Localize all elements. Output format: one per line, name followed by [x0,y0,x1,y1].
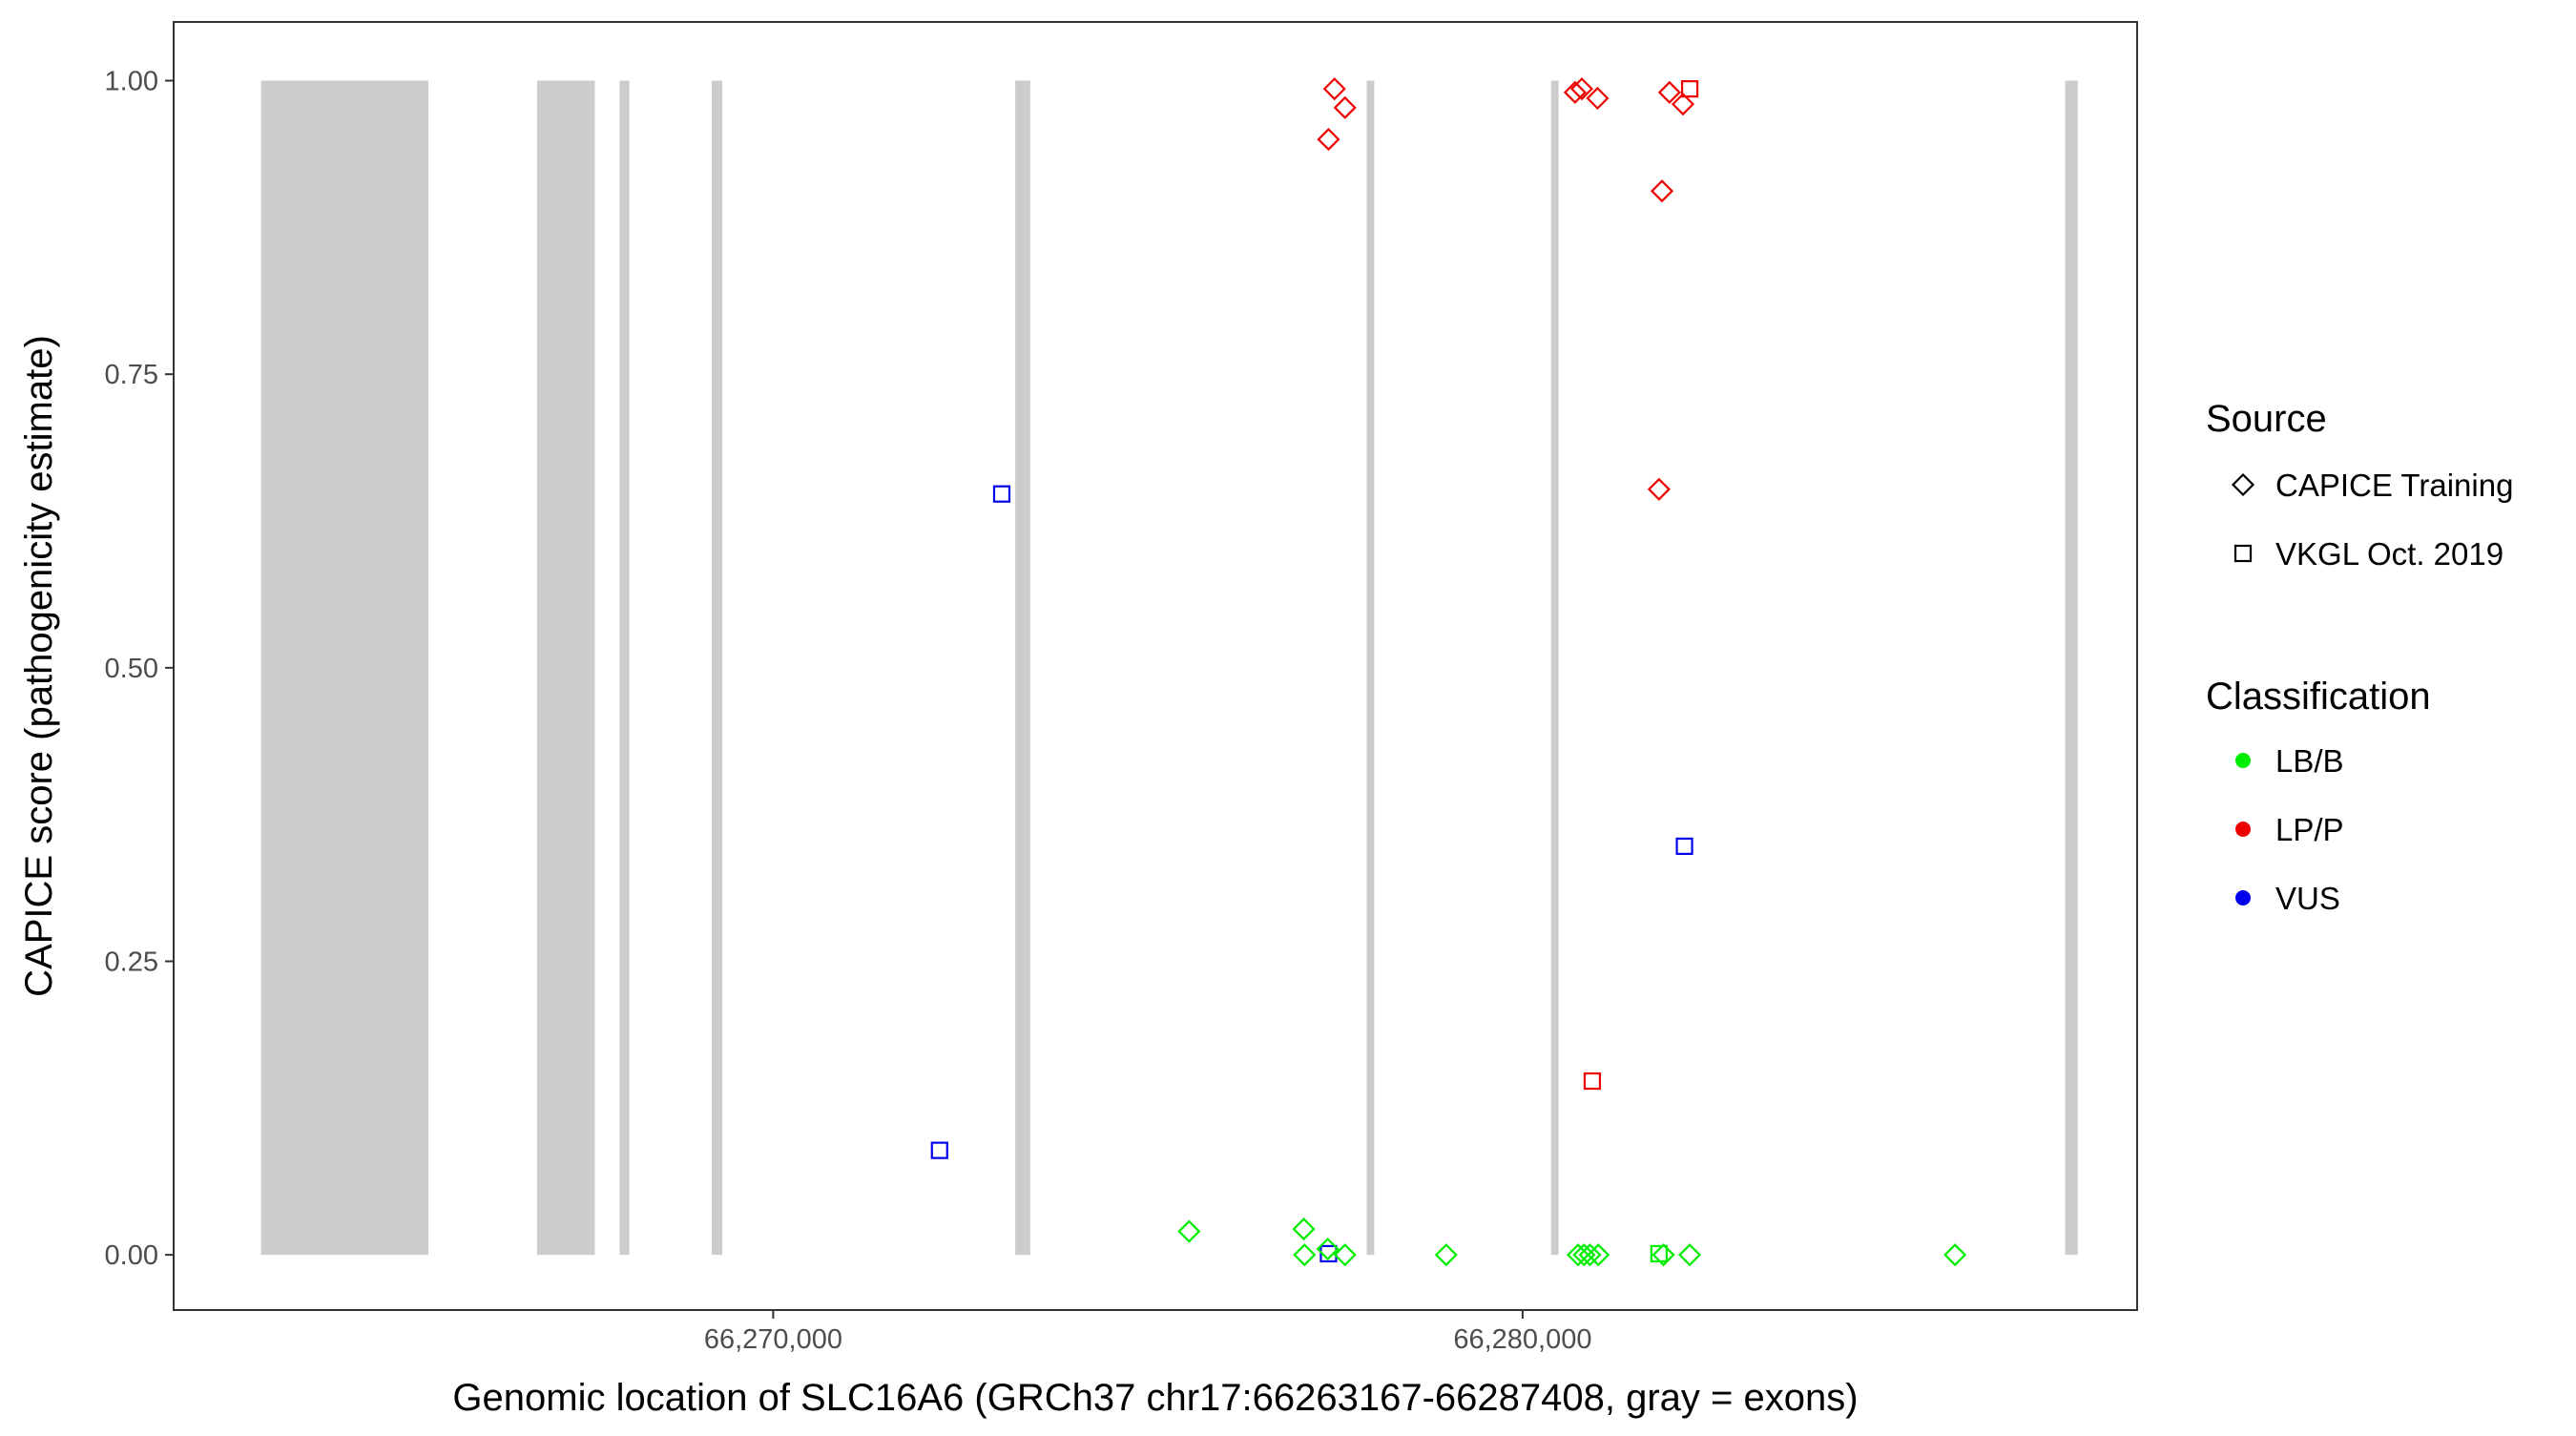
x-tick-label: 66,280,000 [1453,1324,1591,1355]
x-axis: 66,270,000 66,280,000 [704,1310,1591,1355]
exon-band [1550,80,1559,1256]
data-point-diamond [1587,1243,1610,1267]
exon-band [536,80,595,1256]
data-point-diamond [1333,1243,1357,1267]
data-point-diamond [1317,128,1340,152]
data-point-diamond [1671,93,1695,116]
data-point-diamond [1292,1217,1316,1241]
y-tick-label: 0.75 [105,360,158,390]
data-point-diamond [1678,1243,1702,1267]
legend-key-dot [2235,890,2251,905]
y-tick-label: 0.00 [105,1240,158,1271]
data-point-square [992,485,1011,503]
legend-source-items: CAPICE Training VKGL Oct. 2019 [2231,468,2513,572]
legend-label: VUS [2275,881,2340,916]
data-point-diamond [1569,77,1594,101]
plot-panel-border [173,21,2138,1311]
data-point-diamond [1586,86,1610,111]
y-tick-label: 0.25 [105,947,158,978]
data-point-square [1675,837,1693,856]
y-tick-label: 1.00 [105,67,158,97]
data-point-diamond [1333,95,1357,119]
data-points [930,77,1967,1267]
y-tick-label: 0.50 [105,654,158,684]
data-point-diamond [1177,1219,1201,1243]
data-point-diamond [1943,1243,1967,1267]
legend-title-classification: Classification [2206,676,2431,718]
exon-band [1366,80,1375,1256]
data-point-diamond [1652,1243,1675,1267]
data-point-diamond [1293,1243,1317,1267]
legend-label: LP/P [2275,812,2344,847]
legend-title-source: Source [2206,398,2327,440]
legend-key-dot [2235,753,2251,768]
legend-key-diamond [2231,472,2255,497]
exon-band [619,80,630,1256]
legend-label: VKGL Oct. 2019 [2275,536,2503,572]
data-point-square [1650,1244,1668,1263]
data-point-diamond [1434,1243,1458,1267]
exon-band [711,80,722,1256]
x-tick-label: 66,270,000 [704,1324,842,1355]
legend-label: CAPICE Training [2275,468,2513,503]
exon-band [2065,80,2078,1256]
data-point-diamond [1657,80,1681,104]
y-axis: 0.00 0.25 0.50 0.75 1.00 [105,67,174,1271]
legend-key-dot [2235,822,2251,837]
legend-label: LB/B [2275,743,2344,779]
data-point-square [930,1141,948,1159]
x-axis-title: Genomic location of SLC16A6 (GRCh37 chr1… [452,1377,1858,1419]
data-point-diamond [1322,77,1346,101]
exon-band [1015,80,1030,1256]
data-point-diamond [1563,80,1587,104]
legend-classification-items: LB/B LP/P VUS [2235,743,2344,916]
data-point-square [1680,80,1699,98]
data-point-square [1583,1072,1602,1091]
legend-key-square [2233,544,2253,563]
exon-bands [260,80,2078,1256]
data-point-diamond [1650,179,1674,203]
legend: Source CAPICE Training VKGL Oct. 2019 Cla… [2206,398,2513,916]
y-axis-title: CAPICE score (pathogenicity estimate) [18,335,60,997]
exon-band [260,80,429,1256]
data-point-diamond [1578,1243,1602,1267]
data-point-diamond [1316,1237,1340,1261]
data-point-diamond [1647,477,1671,501]
